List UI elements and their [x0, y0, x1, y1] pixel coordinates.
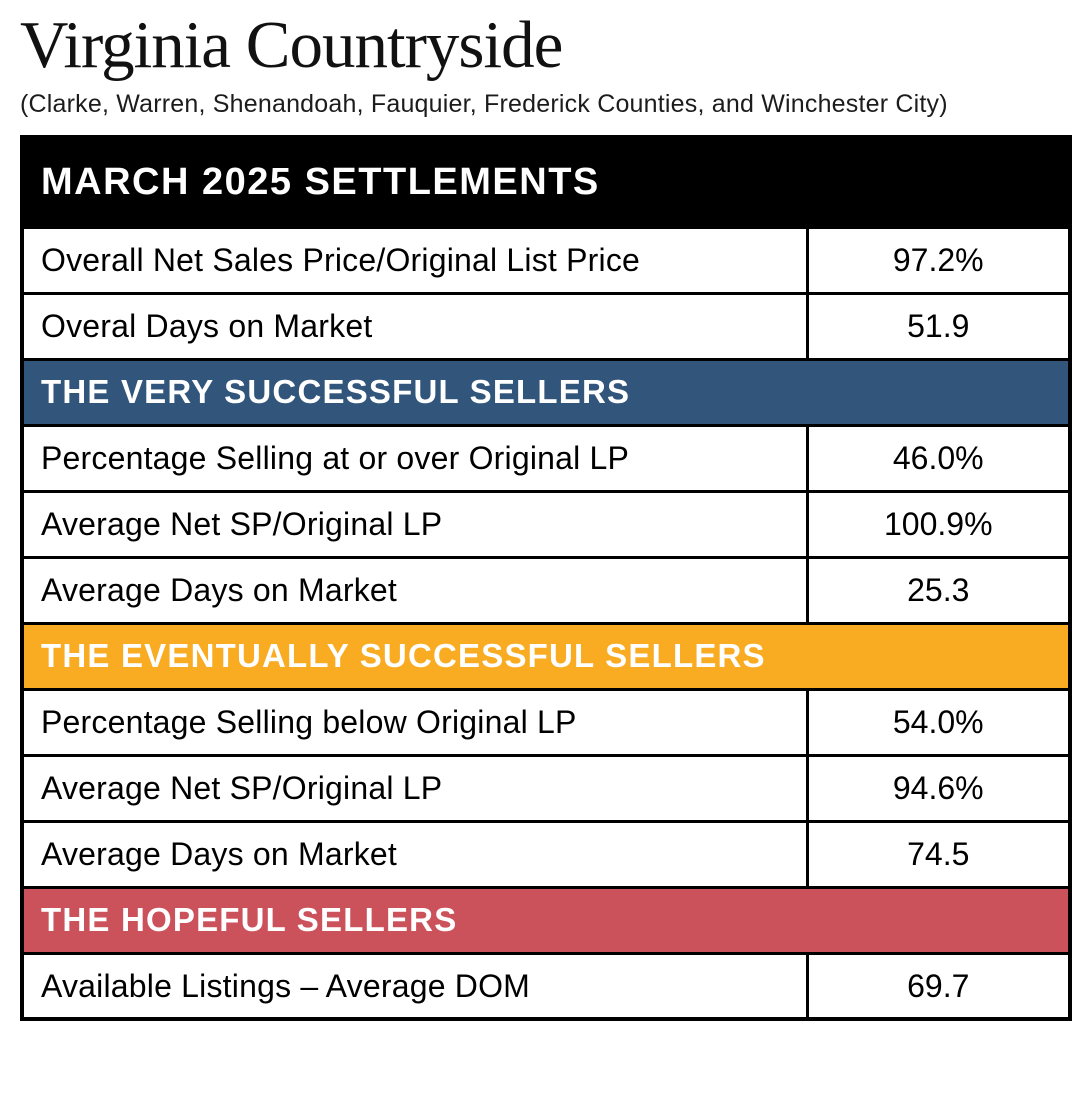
table-row: Overall Net Sales Price/Original List Pr… — [20, 225, 1072, 295]
metric-value: 97.2% — [805, 225, 1072, 295]
metric-label: Average Days on Market — [20, 819, 809, 889]
metric-label: Overal Days on Market — [20, 291, 809, 361]
table-row: Percentage Selling below Original LP 54.0… — [20, 687, 1072, 757]
section-header: THE EVENTUALLY SUCCESSFUL SELLERS — [20, 621, 1072, 691]
settlements-table-body: MARCH 2025 SETTLEMENTS Overall Net Sales … — [20, 135, 1072, 1021]
metric-value: 51.9 — [805, 291, 1072, 361]
section-header: THE VERY SUCCESSFUL SELLERS — [20, 357, 1072, 427]
main-header: MARCH 2025 SETTLEMENTS — [20, 135, 1072, 229]
metric-value: 25.3 — [805, 555, 1072, 625]
section-header-row: THE VERY SUCCESSFUL SELLERS — [20, 357, 1072, 427]
metric-label: Percentage Selling below Original LP — [20, 687, 809, 757]
table-row: Average Days on Market 25.3 — [20, 555, 1072, 625]
metric-value: 69.7 — [805, 951, 1072, 1021]
main-header-row: MARCH 2025 SETTLEMENTS — [20, 135, 1072, 229]
table-row: Overal Days on Market 51.9 — [20, 291, 1072, 361]
section-header-row: THE EVENTUALLY SUCCESSFUL SELLERS — [20, 621, 1072, 691]
metric-value: 100.9% — [805, 489, 1072, 559]
page-title: Virginia Countryside — [20, 8, 563, 82]
metric-label: Average Net SP/Original LP — [20, 489, 809, 559]
metric-value: 46.0% — [805, 423, 1072, 493]
table-row: Average Days on Market 74.5 — [20, 819, 1072, 889]
table-row: Percentage Selling at or over Original L… — [20, 423, 1072, 493]
metric-value: 94.6% — [805, 753, 1072, 823]
table-row: Available Listings – Average DOM 69.7 — [20, 951, 1072, 1021]
section-header: THE HOPEFUL SELLERS — [20, 885, 1072, 955]
settlements-table: MARCH 2025 SETTLEMENTS Overall Net Sales … — [20, 135, 1072, 1022]
table-row: Average Net SP/Original LP 94.6% — [20, 753, 1072, 823]
metric-value: 74.5 — [805, 819, 1072, 889]
page-subtitle: (Clarke, Warren, Shenandoah, Fauquier, F… — [20, 90, 948, 119]
page: Virginia Countryside (Clarke, Warren, Sh… — [20, 8, 1072, 1022]
table-row: Average Net SP/Original LP 100.9% — [20, 489, 1072, 559]
metric-label: Percentage Selling at or over Original L… — [20, 423, 809, 493]
metric-label: Available Listings – Average DOM — [20, 951, 809, 1021]
section-header-row: THE HOPEFUL SELLERS — [20, 885, 1072, 955]
metric-label: Average Days on Market — [20, 555, 809, 625]
metric-label: Overall Net Sales Price/Original List Pr… — [20, 225, 809, 295]
metric-label: Average Net SP/Original LP — [20, 753, 809, 823]
metric-value: 54.0% — [805, 687, 1072, 757]
